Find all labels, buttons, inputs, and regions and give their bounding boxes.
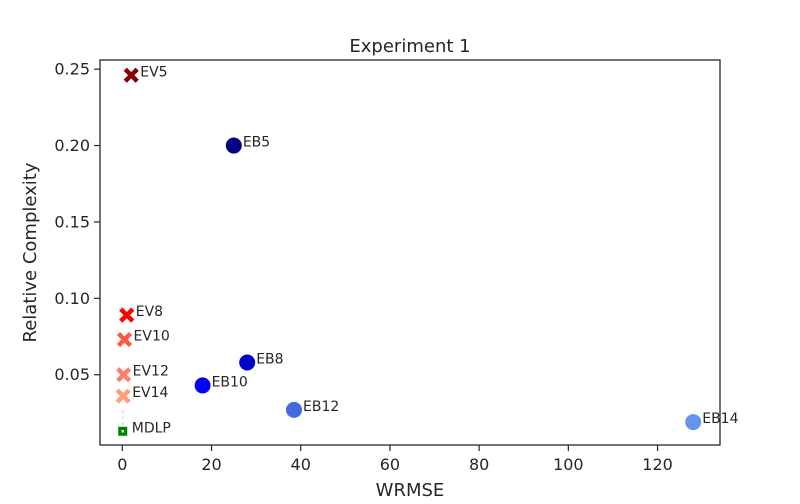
circle-marker <box>684 413 703 432</box>
x-tick-label: 40 <box>291 455 311 474</box>
circle-marker <box>285 400 304 419</box>
data-point-ev14: EV14 <box>115 385 169 404</box>
data-point-eb14: EB14 <box>684 411 739 432</box>
circle-marker <box>193 376 212 395</box>
point-label: EV14 <box>132 385 168 401</box>
point-label: EB5 <box>243 135 270 151</box>
x-tick-label: 100 <box>553 455 584 474</box>
x-axis-ticks: 0 20 40 60 80 100 120 <box>117 445 673 474</box>
point-label: EB10 <box>212 374 248 390</box>
data-point-ev8: EV8 <box>119 304 163 323</box>
chart-title: Experiment 1 <box>349 36 470 57</box>
point-label: MDLP <box>132 420 171 436</box>
data-point-eb8: EB8 <box>238 352 284 372</box>
point-label: EV12 <box>133 364 169 380</box>
circle-marker <box>224 136 243 155</box>
point-label: EV8 <box>136 304 163 320</box>
circle-marker <box>238 353 257 372</box>
square-marker-center <box>121 430 124 433</box>
x-tick-label: 120 <box>642 455 673 474</box>
x-marker <box>116 331 133 348</box>
x-tick-label: 0 <box>117 455 127 474</box>
data-point-eb5: EB5 <box>224 135 270 155</box>
plot-frame <box>99 59 721 446</box>
point-label: EB8 <box>256 352 283 368</box>
x-axis-label: WRMSE <box>376 480 445 500</box>
point-label: EV10 <box>134 329 170 345</box>
x-tick-label: 80 <box>469 455 489 474</box>
x-marker <box>115 388 131 404</box>
x-marker <box>123 67 139 83</box>
data-point-ev12: EV12 <box>116 364 169 383</box>
data-point-ev10: EV10 <box>116 329 170 348</box>
point-label: EB12 <box>303 399 339 415</box>
y-tick-label: 0.25 <box>54 60 90 79</box>
data-point-mdlp: MDLP <box>117 409 171 437</box>
x-tick-label: 20 <box>201 455 221 474</box>
y-tick-label: 0.05 <box>54 365 90 384</box>
data-point-eb12: EB12 <box>285 399 339 419</box>
y-tick-label: 0.10 <box>54 289 90 308</box>
y-axis-ticks: 0.05 0.10 0.15 0.20 0.25 <box>54 60 100 384</box>
y-tick-label: 0.15 <box>54 212 90 231</box>
y-tick-label: 0.20 <box>54 136 90 155</box>
x-marker <box>116 367 132 383</box>
y-axis-label: Relative Complexity <box>20 162 41 342</box>
x-tick-label: 60 <box>380 455 400 474</box>
x-marker <box>119 307 135 323</box>
data-point-ev5: EV5 <box>123 64 168 83</box>
plot-area: EV5 EB5 EV8 EV10 EB8 EV12 EB10 EV14 EB12 EB14 MDLP <box>115 64 739 437</box>
point-label: EV5 <box>140 64 167 80</box>
data-point-eb10: EB10 <box>193 374 248 395</box>
